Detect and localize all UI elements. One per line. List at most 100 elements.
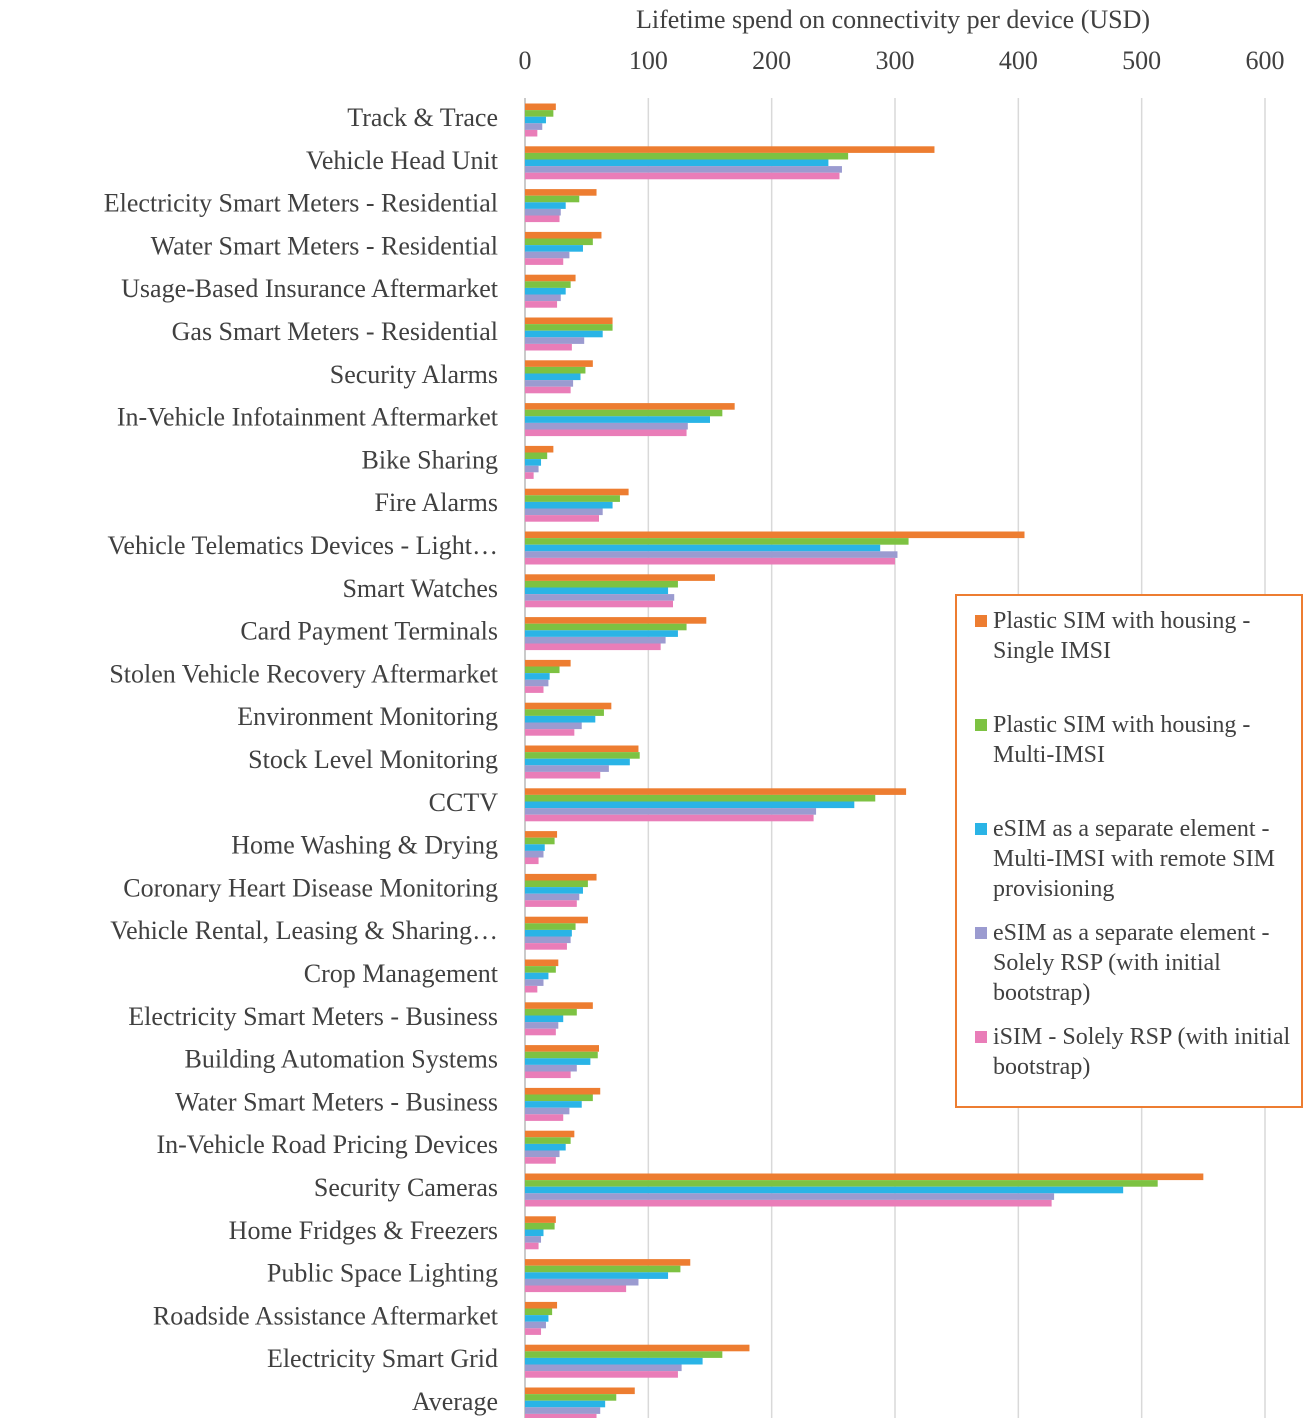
y-tick-label: Card Payment Terminals <box>240 617 498 646</box>
bar <box>525 702 612 710</box>
bar <box>525 1236 542 1243</box>
y-tick-label: Vehicle Telematics Devices - Light… <box>108 531 498 560</box>
bar <box>525 844 545 851</box>
bar <box>525 1015 564 1023</box>
bar <box>525 801 855 809</box>
bar <box>525 600 673 608</box>
bar <box>525 531 1025 539</box>
bar <box>525 1143 566 1151</box>
bar <box>525 587 669 595</box>
bar <box>525 850 544 858</box>
y-tick-label: Smart Watches <box>342 574 498 603</box>
bar <box>525 880 588 888</box>
bar <box>525 715 596 723</box>
bar <box>525 146 935 153</box>
bar <box>525 103 556 111</box>
y-tick-label: Stock Level Monitoring <box>248 745 498 774</box>
bar <box>525 495 620 502</box>
bar <box>525 1328 542 1335</box>
y-tick-label: Bike Sharing <box>362 445 499 474</box>
legend-swatch <box>975 1031 987 1043</box>
bar <box>525 416 710 423</box>
bar <box>525 337 585 344</box>
bar <box>525 166 842 173</box>
bar <box>525 281 571 288</box>
y-tick-label: Electricity Smart Meters - Residential <box>104 189 498 218</box>
bar <box>525 301 558 308</box>
y-tick-label: Gas Smart Meters - Residential <box>172 317 498 346</box>
bar <box>525 857 539 865</box>
legend-swatch <box>975 823 987 835</box>
bar <box>525 294 561 302</box>
bar <box>525 979 544 986</box>
bar <box>525 1114 564 1121</box>
bar <box>525 794 876 802</box>
bar <box>525 386 571 394</box>
bar <box>525 1071 571 1079</box>
x-tick-label: 600 <box>1246 46 1285 75</box>
bar <box>525 501 613 509</box>
bar <box>525 123 543 130</box>
bar <box>525 1351 723 1358</box>
bar <box>525 729 575 736</box>
bar <box>525 673 550 680</box>
y-tick-label: Vehicle Head Unit <box>306 146 499 175</box>
legend-entry: eSIM as a separate element - Solely RSP … <box>975 918 1293 1022</box>
bar <box>525 1308 553 1316</box>
bar <box>525 636 666 644</box>
bar <box>525 116 546 124</box>
bar <box>525 1002 593 1009</box>
axis-title: Lifetime spend on connectivity per devic… <box>636 5 1150 34</box>
bar <box>525 814 814 822</box>
y-tick-label: Average <box>412 1387 498 1416</box>
x-tick-label: 200 <box>752 46 791 75</box>
bar <box>525 659 571 667</box>
bar <box>525 508 603 516</box>
y-tick-label: Water Smart Meters - Residential <box>151 231 498 260</box>
bar <box>525 1371 678 1378</box>
bar <box>525 580 678 588</box>
bar <box>525 666 560 674</box>
bar <box>525 373 581 381</box>
bar <box>525 722 582 730</box>
bar <box>525 152 849 160</box>
bar <box>525 129 538 137</box>
y-tick-label: Water Smart Meters - Business <box>175 1087 498 1116</box>
bar <box>525 1130 575 1138</box>
legend-label: eSIM as a separate element - Multi-IMSI … <box>993 816 1275 902</box>
bar <box>525 274 576 282</box>
bar <box>525 515 599 522</box>
bar <box>525 1357 703 1365</box>
bar <box>525 317 613 325</box>
bar <box>525 538 909 545</box>
y-tick-label: Track & Trace <box>347 103 498 132</box>
bar <box>525 445 554 453</box>
legend-label: iSIM - Solely RSP (with initial bootstra… <box>993 1024 1291 1080</box>
y-tick-label: Building Automation Systems <box>185 1045 498 1074</box>
bar <box>525 1413 597 1418</box>
bar <box>525 258 564 265</box>
bar <box>525 1216 556 1223</box>
bar <box>525 238 593 246</box>
bar <box>525 679 549 687</box>
bar <box>525 1364 682 1372</box>
bar <box>525 189 597 196</box>
bar <box>525 409 723 417</box>
legend-swatch <box>975 927 987 939</box>
bar <box>525 1150 560 1158</box>
bar <box>525 1285 627 1293</box>
bar <box>525 808 817 815</box>
x-tick-label: 300 <box>876 46 915 75</box>
bar <box>525 360 593 367</box>
bar <box>525 1107 570 1115</box>
bar <box>525 788 907 795</box>
bar <box>525 403 735 410</box>
legend-swatch <box>975 719 987 731</box>
y-tick-label: CCTV <box>429 788 499 817</box>
bar <box>525 765 609 772</box>
bar <box>525 923 576 930</box>
bar <box>525 452 548 460</box>
bar <box>525 380 574 387</box>
